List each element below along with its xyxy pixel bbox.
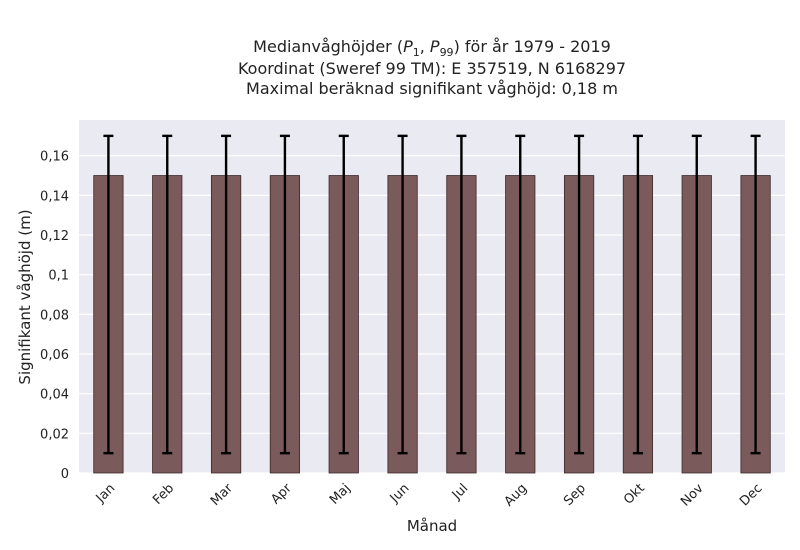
chart-title-line-3: Maximal beräknad signifikant våghöjd: 0,…: [246, 79, 618, 98]
y-axis-ticks: 0 0,02 0,04 0,06 0,08 0,1 0,12 0,14 0,16: [40, 150, 69, 482]
x-tick-label-dec: Dec: [737, 481, 765, 509]
x-tick-label-jul: Jul: [449, 481, 471, 503]
x-axis-ticks: Jan Feb Mar Apr Maj Jun Jul Aug Sep Okt Nov Dec: [93, 481, 766, 510]
y-tick-label: 0,08: [40, 308, 69, 323]
x-axis-label: Månad: [407, 517, 457, 535]
error-bar-nov: [691, 134, 702, 455]
y-tick-label: 0: [61, 467, 69, 482]
x-tick-label-maj: Maj: [327, 481, 354, 508]
grid-lines: [79, 155, 785, 474]
y-tick-label: 0,1: [48, 269, 69, 284]
y-tick-label: 0,06: [40, 348, 69, 363]
x-tick-label-sep: Sep: [561, 481, 589, 509]
chart-title-line-2: Koordinat (Sweref 99 TM): E 357519, N 61…: [238, 59, 626, 78]
x-tick-label-jun: Jun: [387, 481, 413, 507]
x-tick-label-nov: Nov: [678, 481, 707, 510]
y-tick-label: 0,16: [40, 150, 69, 165]
error-bar-feb: [162, 134, 173, 455]
y-axis-label: Signifikant våghöjd (m): [16, 209, 34, 384]
y-tick-label: 0,02: [40, 427, 69, 442]
error-bar-sep: [574, 134, 585, 455]
x-tick-label-okt: Okt: [621, 481, 648, 508]
error-bar-dec: [750, 134, 761, 455]
error-bar-jul: [456, 134, 467, 455]
chart-title-line-1: Medianvåghöjder (P1, P99) för år 1979 - …: [253, 37, 611, 59]
error-bar-mar: [221, 134, 232, 455]
x-tick-label-feb: Feb: [150, 481, 177, 508]
error-bar-okt: [632, 134, 643, 455]
x-tick-label-aug: Aug: [502, 481, 531, 510]
error-bar-jun: [397, 134, 408, 455]
error-bars: [103, 134, 761, 455]
error-bar-aug: [515, 134, 526, 455]
x-tick-label-apr: Apr: [268, 481, 295, 508]
error-bar-jan: [103, 134, 114, 455]
x-tick-label-mar: Mar: [208, 481, 236, 509]
y-tick-label: 0,04: [40, 388, 69, 403]
x-tick-label-jan: Jan: [93, 481, 118, 506]
plot-area: [79, 120, 785, 473]
error-bar-apr: [279, 134, 290, 455]
y-tick-label: 0,12: [40, 229, 69, 244]
error-bar-maj: [338, 134, 349, 455]
y-tick-label: 0,14: [40, 189, 69, 204]
